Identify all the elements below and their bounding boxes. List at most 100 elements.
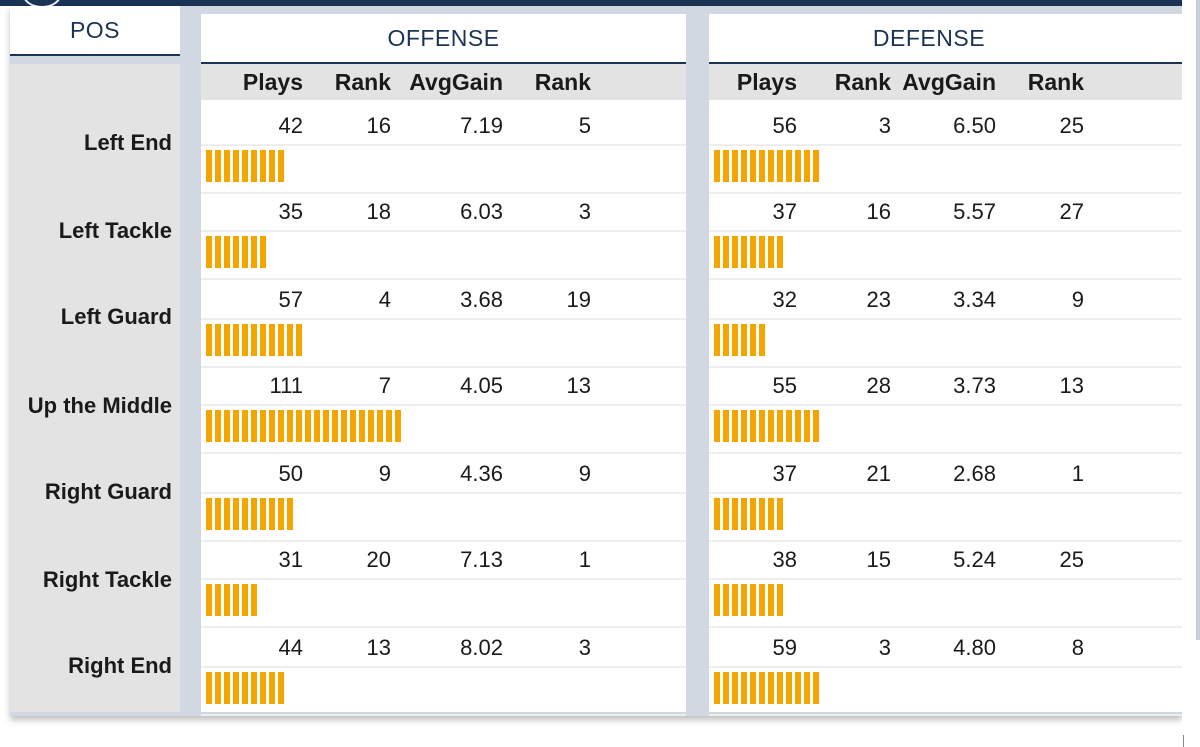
defense-avggain-cell: 3.73: [953, 373, 996, 398]
table-row: 38 15 5.24 25: [709, 542, 1182, 630]
defense-avggain-cell: 6.50: [953, 113, 996, 138]
bar-segment: [251, 236, 257, 268]
bar-segment: [723, 498, 729, 530]
bar-segment: [750, 410, 756, 442]
offense-plays-bar: [206, 236, 269, 268]
row-divider: [201, 626, 686, 628]
offense-plays-bar: [206, 324, 305, 356]
col-gain-rank[interactable]: Rank: [534, 69, 591, 95]
col-avggain[interactable]: AvgGain: [409, 69, 503, 95]
bar-segment: [233, 150, 239, 182]
bar-segment: [723, 410, 729, 442]
bar-segment: [777, 410, 783, 442]
table-row: 56 3 6.50 25: [709, 108, 1182, 196]
bar-segment: [714, 672, 720, 704]
page-margin: [1182, 0, 1200, 747]
cursor-mark: [1183, 735, 1184, 747]
offense-gain-rank-cell: 3: [578, 635, 591, 660]
defense-plays-bar: [714, 498, 786, 530]
bar-segment: [242, 498, 248, 530]
col-gain-rank[interactable]: Rank: [1027, 69, 1084, 95]
bar-segment: [206, 584, 212, 616]
bar-segment: [768, 150, 774, 182]
defense-avggain-cell: 2.68: [953, 461, 996, 486]
bar-segment: [768, 672, 774, 704]
offense-avggain-cell: 4.36: [460, 461, 503, 486]
bar-segment: [741, 236, 747, 268]
pos-label-left-tackle: Left Tackle: [58, 218, 172, 243]
bar-segment: [714, 150, 720, 182]
bar-segment: [233, 410, 239, 442]
row-divider: [709, 278, 1182, 280]
table-row: 50 9 4.36 9: [201, 456, 686, 544]
offense-gain-rank-cell: 9: [578, 461, 591, 486]
bar-segment: [768, 584, 774, 616]
bar-segment: [251, 584, 257, 616]
bar-segment: [759, 672, 765, 704]
offense-gain-rank-cell: 5: [578, 113, 591, 138]
row-divider: [709, 540, 1182, 542]
offense-panel: OFFENSE Plays Rank AvgGain Rank 42 16 7.19…: [201, 14, 686, 716]
offense-plays-cell: 35: [278, 199, 303, 224]
offense-plays-bar: [206, 150, 287, 182]
table-row: 42 16 7.19 5: [201, 108, 686, 196]
table-row: 35 18 6.03 3: [201, 194, 686, 282]
bar-segment: [206, 498, 212, 530]
bar-segment: [314, 410, 320, 442]
bar-segment: [759, 584, 765, 616]
bar-segment: [269, 498, 275, 530]
scroll-edge: [1196, 0, 1200, 640]
offense-header-cell: [201, 14, 686, 64]
bar-segment: [714, 584, 720, 616]
bar-segment: [395, 410, 401, 442]
bar-segment: [242, 584, 248, 616]
col-avggain[interactable]: AvgGain: [902, 69, 996, 95]
bar-segment: [777, 584, 783, 616]
bar-segment: [215, 498, 221, 530]
col-plays[interactable]: Plays: [736, 69, 797, 95]
bar-segment: [750, 236, 756, 268]
defense-gain-rank-cell: 25: [1059, 547, 1084, 572]
defense-gain-rank-cell: 27: [1059, 199, 1084, 224]
pos-label-left-end: Left End: [84, 130, 172, 155]
bar-segment: [777, 672, 783, 704]
table-row: 44 13 8.02 3: [201, 630, 686, 718]
bar-segment: [251, 324, 257, 356]
defense-rank-cell: 28: [866, 373, 891, 398]
bar-segment: [296, 410, 302, 442]
bar-segment: [359, 410, 365, 442]
bar-segment: [242, 150, 248, 182]
bar-segment: [750, 584, 756, 616]
defense-rank-cell: 21: [866, 461, 891, 486]
bar-segment: [224, 236, 230, 268]
offense-gain-rank-cell: 19: [566, 287, 591, 312]
bar-segment: [233, 672, 239, 704]
bar-segment: [813, 410, 819, 442]
col-rank[interactable]: Rank: [834, 69, 891, 95]
defense-plays-cell: 59: [772, 635, 797, 660]
defense-gain-rank-cell: 1: [1071, 461, 1084, 486]
bar-segment: [323, 410, 329, 442]
table-row: 111 7 4.05 13: [201, 368, 686, 456]
col-rank[interactable]: Rank: [334, 69, 391, 95]
offense-plays-bar: [206, 410, 404, 442]
bar-segment: [732, 324, 738, 356]
bar-segment: [215, 150, 221, 182]
bar-segment: [759, 236, 765, 268]
bar-segment: [804, 672, 810, 704]
bar-segment: [242, 410, 248, 442]
defense-plays-bar: [714, 236, 786, 268]
bar-segment: [732, 498, 738, 530]
col-plays[interactable]: Plays: [242, 69, 303, 95]
offense-avggain-cell: 3.68: [460, 287, 503, 312]
offense-column-headers: Plays Rank AvgGain Rank: [201, 64, 686, 100]
row-divider: [709, 230, 1182, 232]
offense-avggain-cell: 6.03: [460, 199, 503, 224]
offense-avggain-cell: 8.02: [460, 635, 503, 660]
defense-avggain-cell: 3.34: [953, 287, 996, 312]
row-divider: [709, 144, 1182, 146]
defense-plays-bar: [714, 410, 822, 442]
bar-segment: [350, 410, 356, 442]
bar-segment: [741, 150, 747, 182]
bar-segment: [332, 410, 338, 442]
